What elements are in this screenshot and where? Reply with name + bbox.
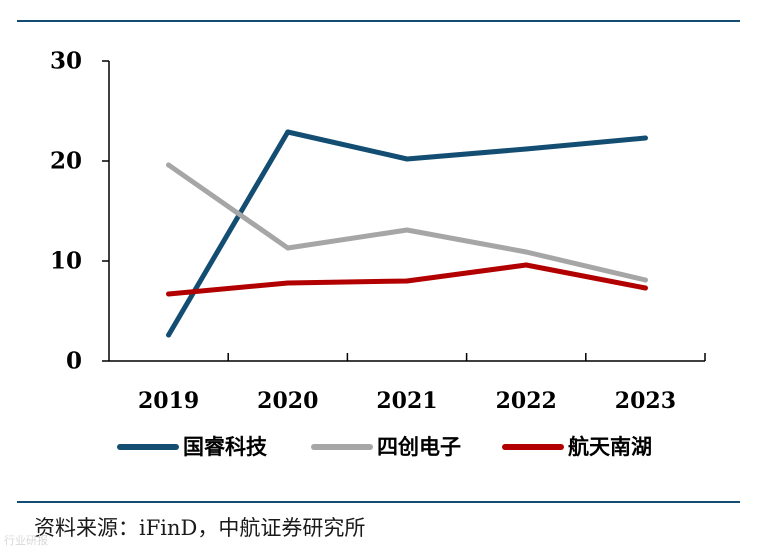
data-point (166, 332, 172, 338)
data-point (404, 156, 410, 162)
x-tick-label: 2019 (138, 388, 199, 414)
watermark: 行业研报 (4, 534, 48, 547)
data-point (285, 280, 291, 286)
x-tick-label: 2020 (257, 388, 318, 414)
x-tick-label: 2021 (376, 388, 437, 414)
source-note: 资料来源：iFinD，中航证券研究所 (34, 516, 366, 540)
data-point (404, 278, 410, 284)
data-point (642, 135, 648, 141)
series-line-1 (166, 129, 648, 338)
data-point (404, 227, 410, 233)
y-tick-label: 0 (66, 348, 82, 375)
data-point (166, 291, 172, 297)
data-point (642, 285, 648, 291)
data-point (166, 162, 172, 168)
data-point (523, 249, 529, 255)
x-tick-label: 2022 (496, 388, 557, 414)
legend-label: 四创电子 (377, 435, 461, 459)
legend-label: 航天南湖 (568, 435, 652, 459)
series-line-2 (166, 162, 648, 283)
data-point (285, 245, 291, 251)
data-point (523, 262, 529, 268)
x-tick-label: 2023 (615, 388, 676, 414)
y-tick-label: 30 (50, 48, 82, 75)
data-point (642, 277, 648, 283)
y-tick-label: 20 (50, 148, 82, 175)
data-point (523, 146, 529, 152)
data-point (285, 129, 291, 135)
legend-label: 国睿科技 (183, 435, 268, 459)
y-tick-label: 10 (50, 248, 82, 275)
